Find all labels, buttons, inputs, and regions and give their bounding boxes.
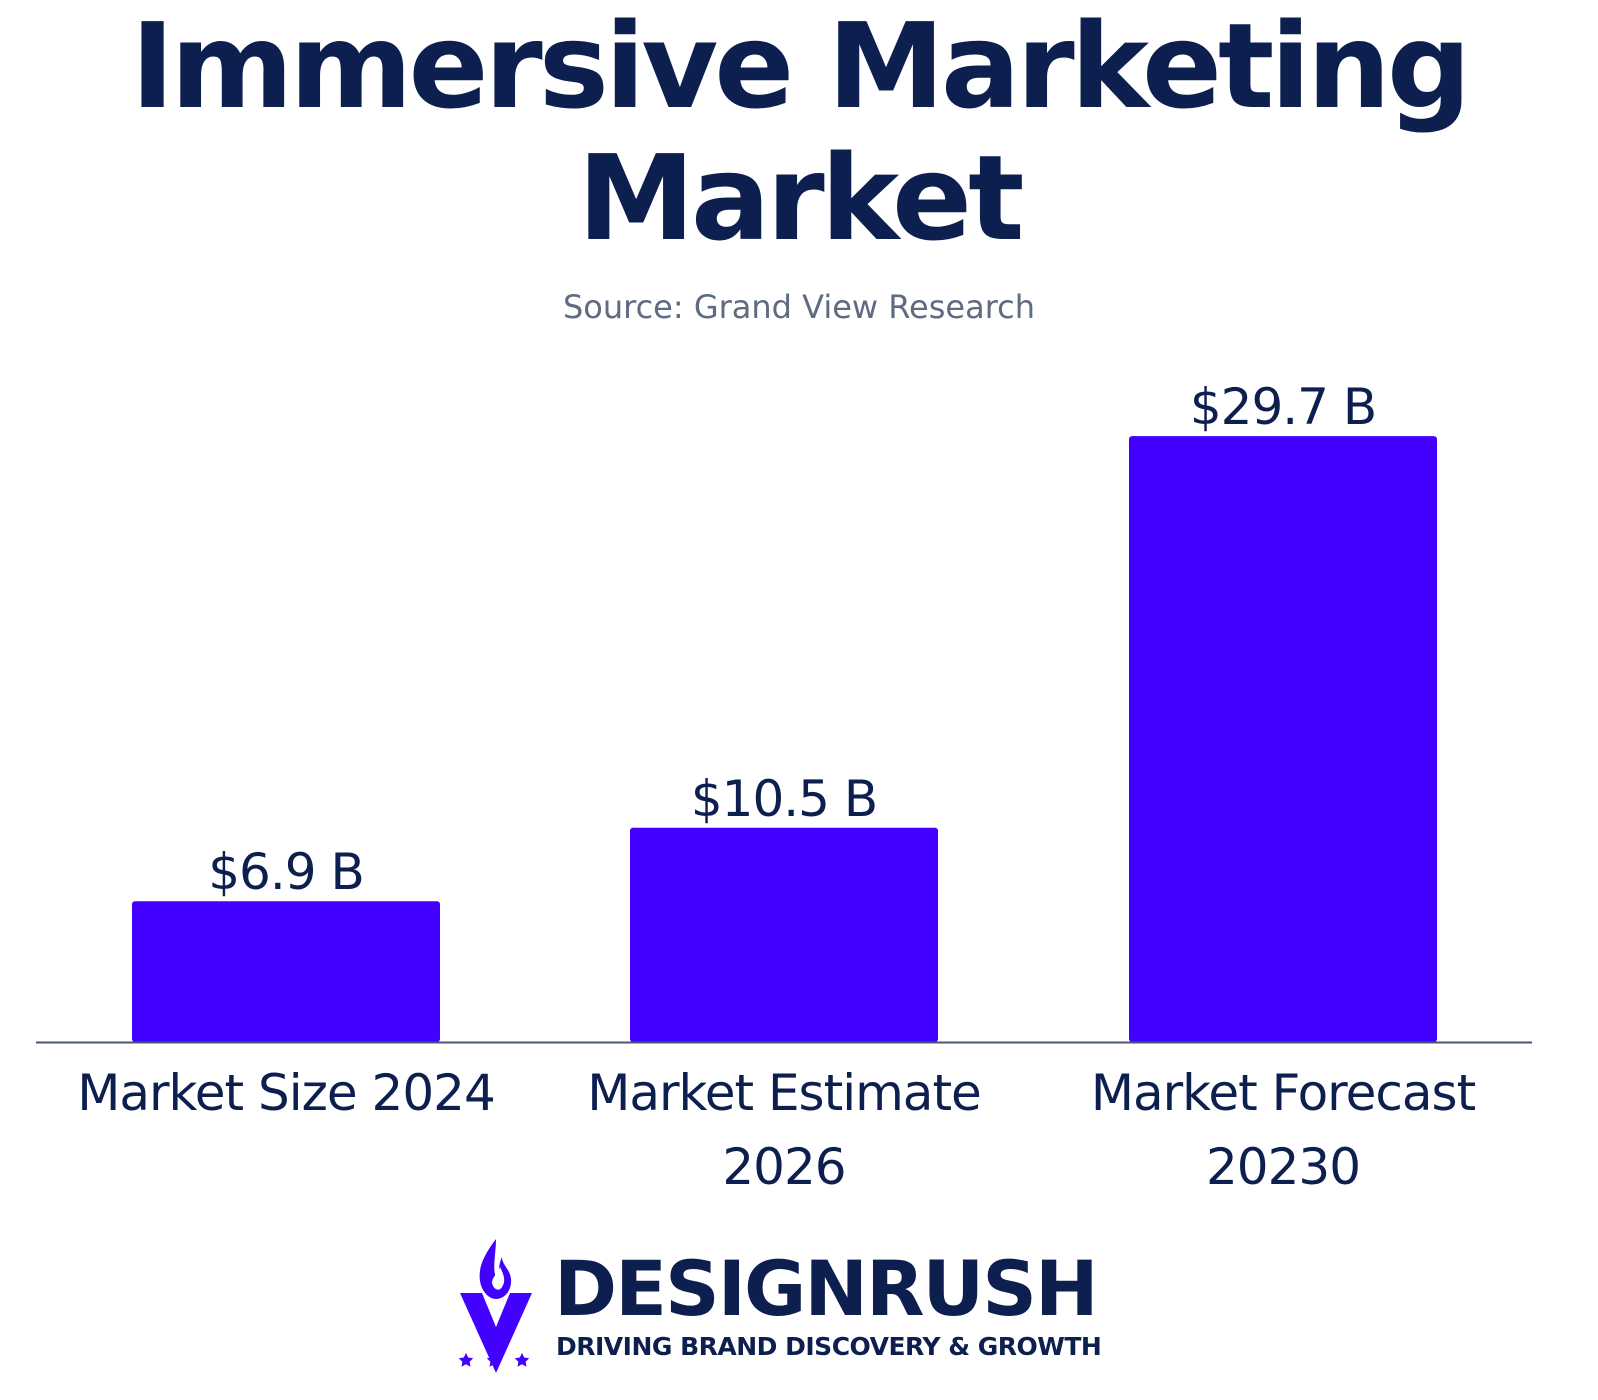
designrush-logo: DESIGNRUSH DRIVING BRAND DISCOVERY & GRO… bbox=[456, 1235, 1136, 1385]
category-label-1-line-1: Market Size 2024 bbox=[77, 1064, 495, 1122]
category-label-2-line-1: Market Estimate bbox=[587, 1064, 981, 1122]
chart-source: Source: Grand View Research bbox=[562, 288, 1036, 326]
chart-title-line-1: Immersive Marketing bbox=[130, 0, 1472, 135]
bar-value-label-2: $10.5 B bbox=[691, 770, 877, 828]
bar-3 bbox=[1129, 436, 1437, 1042]
bar-value-label-3: $29.7 B bbox=[1190, 378, 1376, 436]
designrush-flame-v-icon bbox=[458, 1239, 532, 1373]
chart-title-line-2: Market bbox=[577, 129, 1025, 267]
bar-value-label-1: $6.9 B bbox=[208, 843, 364, 901]
bar-chart: $6.9 B Market Size 2024 $10.5 B Market Esti… bbox=[36, 378, 1532, 1196]
bar-1 bbox=[132, 901, 440, 1042]
logo-tagline: DRIVING BRAND DISCOVERY & GROWTH bbox=[556, 1332, 1102, 1361]
logo-wordmark: DESIGNRUSH bbox=[554, 1244, 1099, 1333]
category-label-2-line-2: 2026 bbox=[722, 1138, 845, 1196]
category-label-3-line-1: Market Forecast bbox=[1091, 1064, 1476, 1122]
chart-title: Immersive Marketing Market bbox=[0, 0, 1598, 264]
category-label-3-line-2: 20230 bbox=[1206, 1138, 1360, 1196]
bar-2 bbox=[630, 827, 938, 1042]
